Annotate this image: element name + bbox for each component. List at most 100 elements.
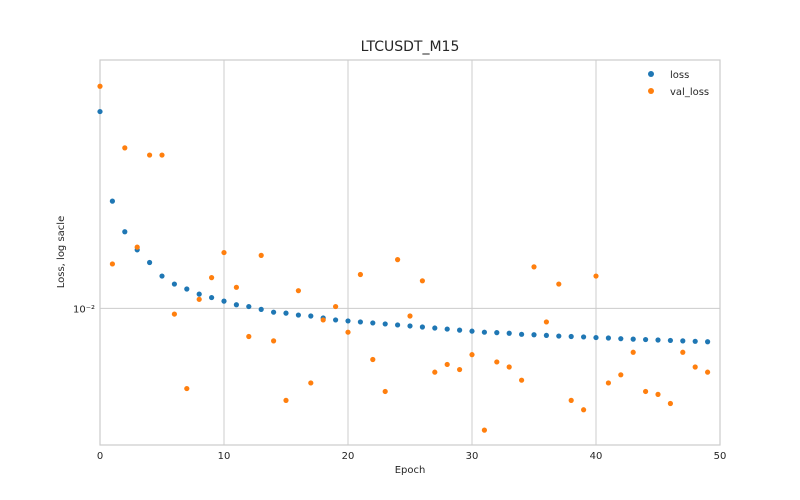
point-loss: [618, 336, 624, 342]
y-tick-label: 10⁻²: [73, 304, 95, 315]
x-axis-label: Epoch: [395, 465, 426, 476]
x-ticks: 0 10 20 30 40 50: [97, 451, 727, 462]
point-loss: [233, 302, 239, 308]
point-val-loss: [705, 369, 711, 375]
point-val-loss: [643, 388, 649, 395]
point-loss: [667, 337, 674, 344]
point-loss: [593, 334, 599, 341]
legend-label-val-loss: val_loss: [670, 87, 709, 98]
point-val-loss: [295, 288, 301, 294]
point-val-loss: [667, 400, 674, 407]
point-loss: [209, 294, 215, 301]
point-val-loss: [581, 407, 587, 413]
x-tick-label: 30: [466, 451, 479, 462]
point-val-loss: [469, 352, 475, 358]
grid: [100, 60, 720, 445]
point-val-loss: [209, 275, 215, 281]
point-loss: [531, 332, 537, 338]
point-loss: [692, 338, 698, 344]
x-tick-label: 50: [714, 451, 727, 462]
point-loss: [184, 286, 190, 292]
point-val-loss: [271, 338, 277, 344]
chart-title: LTCUSDT_M15: [361, 39, 460, 55]
point-val-loss: [283, 397, 289, 404]
series-val-loss: [97, 83, 711, 433]
point-val-loss: [147, 152, 153, 158]
point-loss: [109, 198, 115, 204]
point-loss: [655, 337, 661, 343]
point-loss: [171, 281, 177, 287]
point-loss: [556, 333, 562, 339]
point-loss: [457, 327, 463, 333]
point-val-loss: [419, 278, 425, 284]
legend-marker-loss: [648, 71, 654, 77]
point-loss: [196, 291, 202, 297]
point-val-loss: [308, 380, 314, 386]
point-loss: [419, 324, 425, 330]
point-val-loss: [494, 359, 500, 365]
point-loss: [370, 320, 376, 326]
y-axis-label: Loss, log sacle: [56, 216, 67, 288]
point-loss: [97, 108, 103, 115]
legend-label-loss: loss: [670, 70, 689, 81]
point-val-loss: [134, 244, 140, 250]
point-loss: [605, 335, 612, 341]
point-val-loss: [543, 319, 550, 325]
point-loss: [543, 332, 550, 339]
point-val-loss: [395, 256, 401, 263]
plot-frame: [99, 59, 721, 446]
point-val-loss: [333, 303, 339, 310]
x-tick-label: 20: [342, 451, 355, 462]
point-loss: [333, 317, 339, 323]
point-val-loss: [407, 313, 413, 319]
point-val-loss: [258, 252, 264, 258]
point-loss: [395, 322, 401, 328]
point-loss: [258, 306, 264, 312]
point-loss: [432, 325, 438, 331]
point-loss: [680, 338, 686, 344]
point-loss: [481, 329, 487, 335]
point-val-loss: [97, 83, 103, 89]
point-val-loss: [481, 427, 487, 433]
x-tick-label: 10: [218, 451, 231, 462]
point-val-loss: [320, 317, 326, 323]
point-loss: [122, 229, 128, 235]
point-loss: [357, 319, 363, 325]
point-val-loss: [692, 364, 698, 370]
point-val-loss: [655, 391, 661, 397]
point-val-loss: [568, 397, 574, 404]
point-val-loss: [357, 271, 363, 278]
point-val-loss: [382, 388, 388, 395]
point-val-loss: [593, 273, 599, 279]
point-loss: [246, 303, 252, 310]
series-loss: [97, 108, 711, 345]
point-loss: [159, 273, 165, 279]
point-loss: [295, 312, 301, 318]
x-tick-label: 40: [590, 451, 603, 462]
point-loss: [271, 309, 277, 315]
point-loss: [643, 336, 649, 343]
point-val-loss: [630, 349, 636, 355]
point-loss: [568, 333, 574, 340]
point-val-loss: [171, 311, 177, 317]
point-loss: [407, 323, 413, 329]
legend-marker-val-loss: [648, 88, 654, 94]
point-val-loss: [605, 380, 612, 386]
point-loss: [519, 331, 525, 337]
point-val-loss: [345, 329, 351, 335]
point-loss: [494, 330, 500, 336]
point-val-loss: [159, 152, 165, 158]
point-val-loss: [184, 385, 190, 392]
point-loss: [345, 318, 351, 324]
point-loss: [469, 328, 475, 334]
point-val-loss: [680, 349, 686, 355]
point-loss: [147, 259, 153, 266]
point-loss: [705, 339, 711, 345]
point-val-loss: [370, 356, 376, 363]
point-val-loss: [457, 366, 463, 373]
point-val-loss: [246, 333, 252, 340]
point-loss: [506, 330, 512, 336]
point-val-loss: [196, 296, 202, 302]
data-points: [97, 83, 711, 433]
